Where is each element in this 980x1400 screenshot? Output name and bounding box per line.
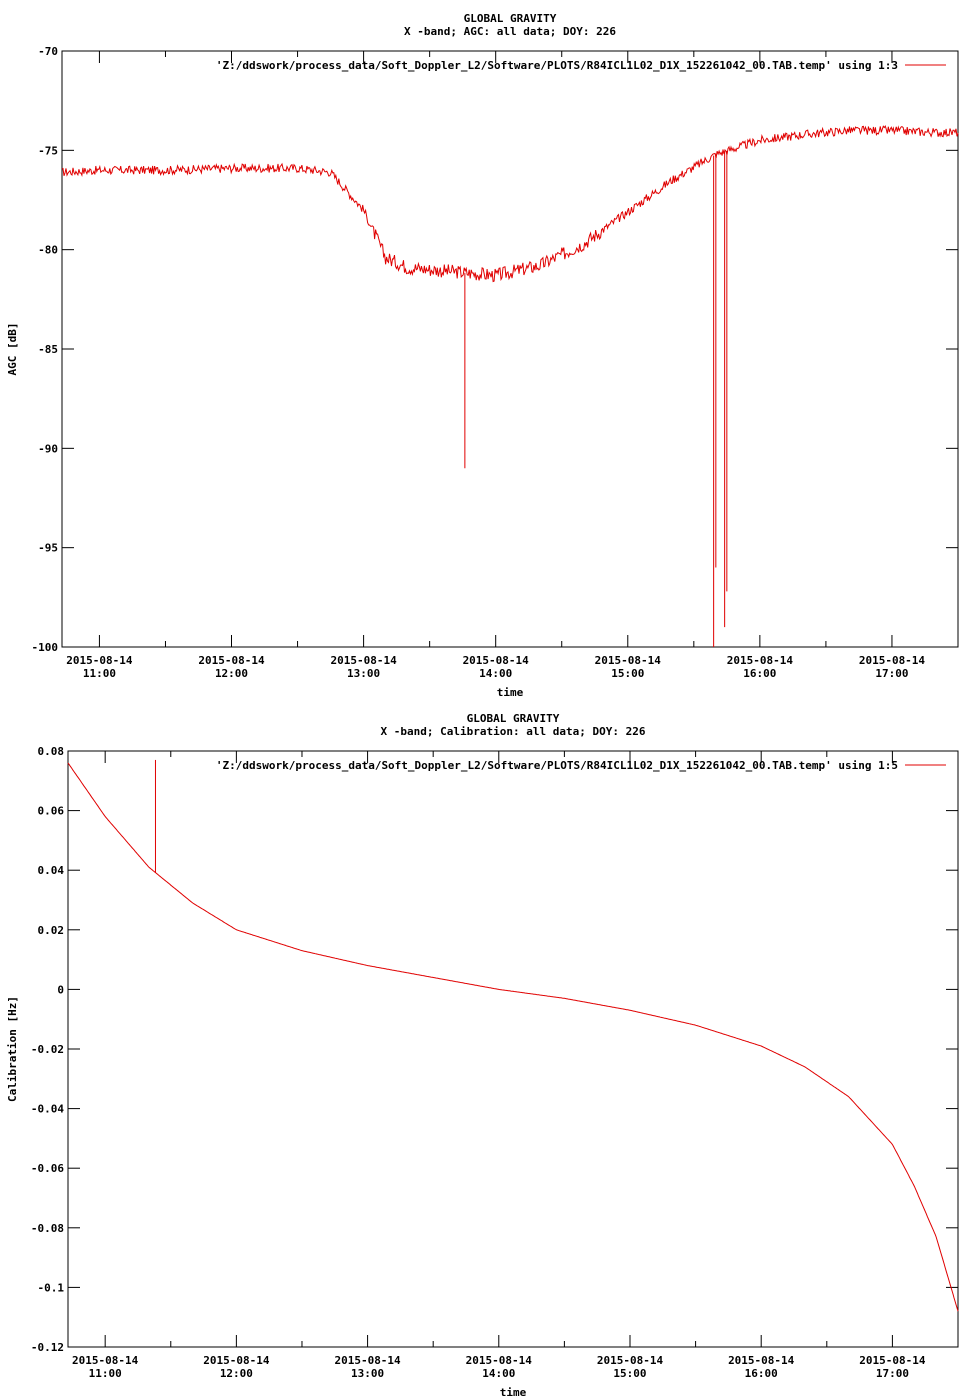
y-tick-label: -0.06 bbox=[31, 1162, 64, 1175]
x-tick-date-label: 2015-08-14 bbox=[203, 1354, 270, 1367]
y-tick-label: 0.02 bbox=[38, 924, 65, 937]
x-tick-time-label: 17:00 bbox=[875, 667, 908, 680]
plot-frame bbox=[61, 50, 959, 648]
x-tick-time-label: 15:00 bbox=[611, 667, 644, 680]
data-series-line bbox=[61, 124, 959, 283]
x-tick-time-label: 17:00 bbox=[876, 1367, 909, 1380]
data-series-line bbox=[67, 762, 959, 1312]
y-axis-label: AGC [dB] bbox=[6, 323, 19, 376]
x-tick-date-label: 2015-08-14 bbox=[727, 654, 794, 667]
y-tick-label: 0.08 bbox=[38, 745, 65, 758]
x-tick-date-label: 2015-08-14 bbox=[595, 654, 662, 667]
chart-title: GLOBAL GRAVITY bbox=[464, 12, 557, 25]
y-tick-label: 0 bbox=[57, 983, 64, 996]
x-tick-time-label: 16:00 bbox=[745, 1367, 778, 1380]
y-tick-label: -0.12 bbox=[31, 1341, 64, 1354]
x-tick-date-label: 2015-08-14 bbox=[859, 654, 926, 667]
x-tick-date-label: 2015-08-14 bbox=[72, 1354, 139, 1367]
y-tick-label: 0.06 bbox=[38, 805, 65, 818]
x-tick-date-label: 2015-08-14 bbox=[330, 654, 397, 667]
y-tick-label: -80 bbox=[38, 244, 58, 257]
plot-frame bbox=[67, 750, 959, 1348]
y-tick-label: -75 bbox=[38, 144, 58, 157]
x-tick-date-label: 2015-08-14 bbox=[334, 1354, 401, 1367]
x-tick-date-label: 2015-08-14 bbox=[597, 1354, 664, 1367]
y-tick-label: -90 bbox=[38, 442, 58, 455]
x-tick-date-label: 2015-08-14 bbox=[728, 1354, 795, 1367]
x-tick-time-label: 15:00 bbox=[613, 1367, 646, 1380]
y-axis-label: Calibration [Hz] bbox=[6, 996, 19, 1102]
x-tick-time-label: 12:00 bbox=[220, 1367, 253, 1380]
y-tick-label: 0.04 bbox=[38, 864, 65, 877]
x-tick-date-label: 2015-08-14 bbox=[66, 654, 133, 667]
chart-subtitle: X -band; AGC: all data; DOY: 226 bbox=[404, 25, 616, 38]
y-tick-label: -0.1 bbox=[38, 1281, 65, 1294]
x-tick-date-label: 2015-08-14 bbox=[466, 1354, 533, 1367]
y-tick-label: -0.04 bbox=[31, 1103, 64, 1116]
x-axis-label: time bbox=[500, 1386, 527, 1399]
y-tick-label: -85 bbox=[38, 343, 58, 356]
x-axis-label: time bbox=[497, 686, 524, 699]
x-tick-time-label: 11:00 bbox=[83, 667, 116, 680]
y-tick-label: -0.02 bbox=[31, 1043, 64, 1056]
x-tick-time-label: 13:00 bbox=[351, 1367, 384, 1380]
x-tick-date-label: 2015-08-14 bbox=[198, 654, 265, 667]
chart-subtitle: X -band; Calibration: all data; DOY: 226 bbox=[381, 725, 646, 738]
x-tick-date-label: 2015-08-14 bbox=[463, 654, 530, 667]
y-tick-label: -95 bbox=[38, 542, 58, 555]
y-tick-label: -100 bbox=[32, 641, 59, 654]
x-tick-time-label: 12:00 bbox=[215, 667, 248, 680]
chart-title: GLOBAL GRAVITY bbox=[467, 712, 560, 725]
y-tick-label: -70 bbox=[38, 45, 58, 58]
legend-label: 'Z:/ddswork/process_data/Soft_Doppler_L2… bbox=[216, 59, 898, 72]
legend-label: 'Z:/ddswork/process_data/Soft_Doppler_L2… bbox=[216, 759, 898, 772]
x-tick-time-label: 11:00 bbox=[89, 1367, 122, 1380]
x-tick-time-label: 16:00 bbox=[743, 667, 776, 680]
y-tick-label: -0.08 bbox=[31, 1222, 64, 1235]
x-tick-time-label: 13:00 bbox=[347, 667, 380, 680]
x-tick-time-label: 14:00 bbox=[482, 1367, 515, 1380]
x-tick-time-label: 14:00 bbox=[479, 667, 512, 680]
x-tick-date-label: 2015-08-14 bbox=[859, 1354, 926, 1367]
